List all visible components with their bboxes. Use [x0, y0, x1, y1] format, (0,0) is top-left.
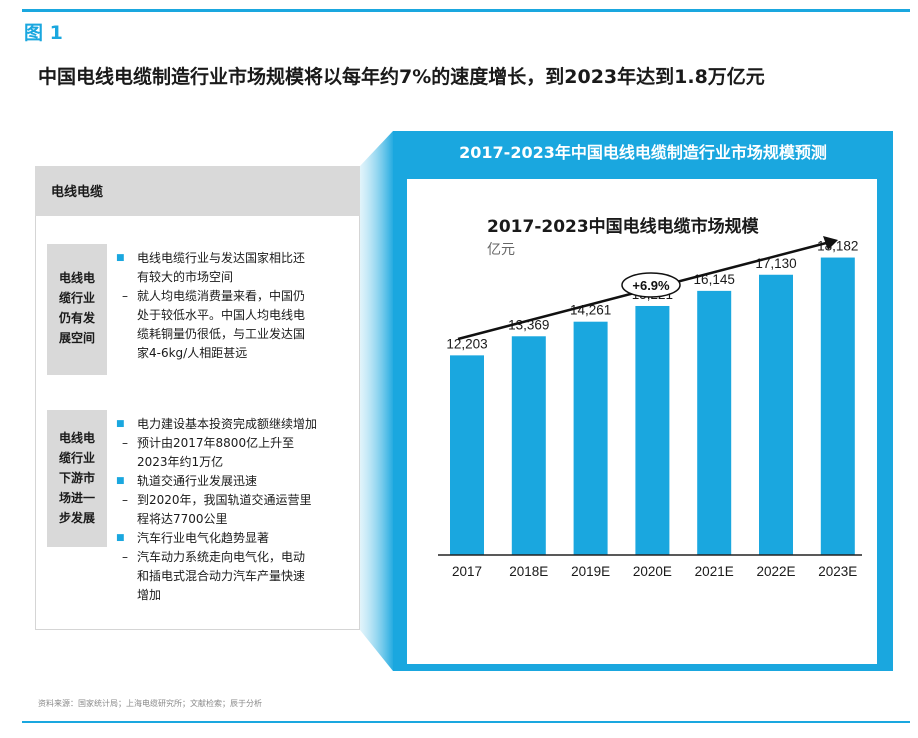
right-panel-title: 2017-2023年中国电线电缆制造行业市场规模预测: [459, 143, 827, 162]
left-panel-header-text: 电线电缆: [51, 185, 104, 200]
sub-bullet-text: 汽车动力系统走向电气化，电动: [137, 550, 306, 564]
bullet-text: 电力建设基本投资完成额继续增加: [137, 417, 318, 431]
sub-bullet-text: 和插电式混合动力汽车产量快速: [137, 569, 306, 583]
bullet-text: 汽车行业电气化趋势显著: [137, 531, 270, 545]
sub-bullet-text: 程将达7700公里: [137, 512, 228, 526]
bullet-marker-icon: ■: [116, 253, 125, 263]
section-label-line: 下游市: [58, 471, 95, 485]
bullet-text: 电线电缆行业与发达国家相比还: [137, 251, 306, 265]
bar-value-label: 13,369: [508, 317, 549, 332]
sub-bullet-text: 家4-6kg/人相距甚远: [137, 346, 248, 360]
dash-marker-icon: –: [122, 436, 128, 450]
bar-value-label: 12,203: [446, 336, 487, 351]
chart-unit-label: 亿元: [487, 242, 515, 258]
section-label-line: 电线电: [58, 271, 95, 285]
bar-2017: [450, 355, 484, 555]
top-rule: [22, 9, 910, 12]
chart-title: 2017-2023中国电线电缆市场规模: [487, 217, 759, 237]
x-tick-label: 2020E: [633, 564, 672, 579]
section-label-line: 缆行业: [58, 291, 95, 305]
sub-bullet-text: 预计由2017年8800亿上升至: [137, 436, 295, 450]
section-label-downstream: 电线电缆行业下游市场进一步发展: [47, 410, 107, 547]
left-panel: [35, 166, 360, 630]
x-tick-label: 2017: [452, 564, 482, 579]
bar-2019E: [573, 321, 608, 555]
bar-value-label: 18,182: [817, 239, 858, 254]
sub-bullet-text: 到2020年，我国轨道交通运营里: [137, 493, 312, 507]
headline: 中国电线电缆制造行业市场规模将以每年约7%的速度增长，到2023年达到1.8万亿…: [38, 66, 765, 88]
bullet-marker-icon: ■: [116, 419, 125, 429]
bar-2020E: [635, 305, 670, 555]
section-label-line: 展空间: [58, 331, 95, 345]
source-note: 资料来源：国家统计局；上海电缆研究所；文献检索；辰于分析: [38, 699, 262, 708]
bottom-rule: [22, 721, 910, 723]
bar-2022E: [759, 274, 793, 555]
sub-bullet-text: 有较大的市场空间: [137, 270, 234, 284]
growth-annotation-ellipse: [621, 272, 681, 298]
left-panel-header: 电线电缆: [35, 166, 360, 216]
bullet-text: 轨道交通行业发展迅速: [137, 474, 258, 488]
section-label-line: 电线电: [58, 431, 95, 445]
bar-2023E: [820, 257, 855, 555]
sub-bullet-text: 缆耗铜量仍很低，与工业发达国: [137, 327, 306, 341]
x-tick-label: 2023E: [818, 564, 857, 579]
x-tick-label: 2022E: [756, 564, 795, 579]
section-label-line: 缆行业: [58, 451, 95, 465]
bullet-marker-icon: ■: [116, 476, 125, 486]
section-label-growth-space: 电线电缆行业仍有发展空间: [47, 244, 107, 375]
dash-marker-icon: –: [122, 550, 128, 564]
x-tick-label: 2019E: [571, 564, 610, 579]
x-tick-label: 2018E: [509, 564, 548, 579]
bar-value-label: 16,145: [694, 272, 735, 287]
section-label-line: 仍有发: [58, 311, 95, 325]
sub-bullet-text: 就人均电缆消费量来看，中国仍: [137, 289, 306, 303]
bar-2018E: [511, 336, 546, 555]
x-tick-label: 2021E: [695, 564, 734, 579]
bullet-marker-icon: ■: [116, 533, 125, 543]
section-label-line: 场进一: [58, 491, 95, 505]
bar-2021E: [697, 290, 732, 555]
sub-bullet-text: 处于较低水平。中国人均电线电: [137, 308, 306, 322]
dash-marker-icon: –: [122, 493, 128, 507]
sub-bullet-text: 增加: [137, 588, 162, 602]
bar-value-label: 17,130: [755, 256, 796, 271]
figure-label: 图 1: [24, 22, 63, 44]
dash-marker-icon: –: [122, 289, 128, 303]
growth-annotation-label: +6.9%: [632, 278, 670, 293]
trend-arrowhead-icon: [823, 236, 838, 250]
sub-bullet-text: 2023年约1万亿: [137, 455, 224, 469]
section-label-line: 步发展: [58, 511, 95, 525]
